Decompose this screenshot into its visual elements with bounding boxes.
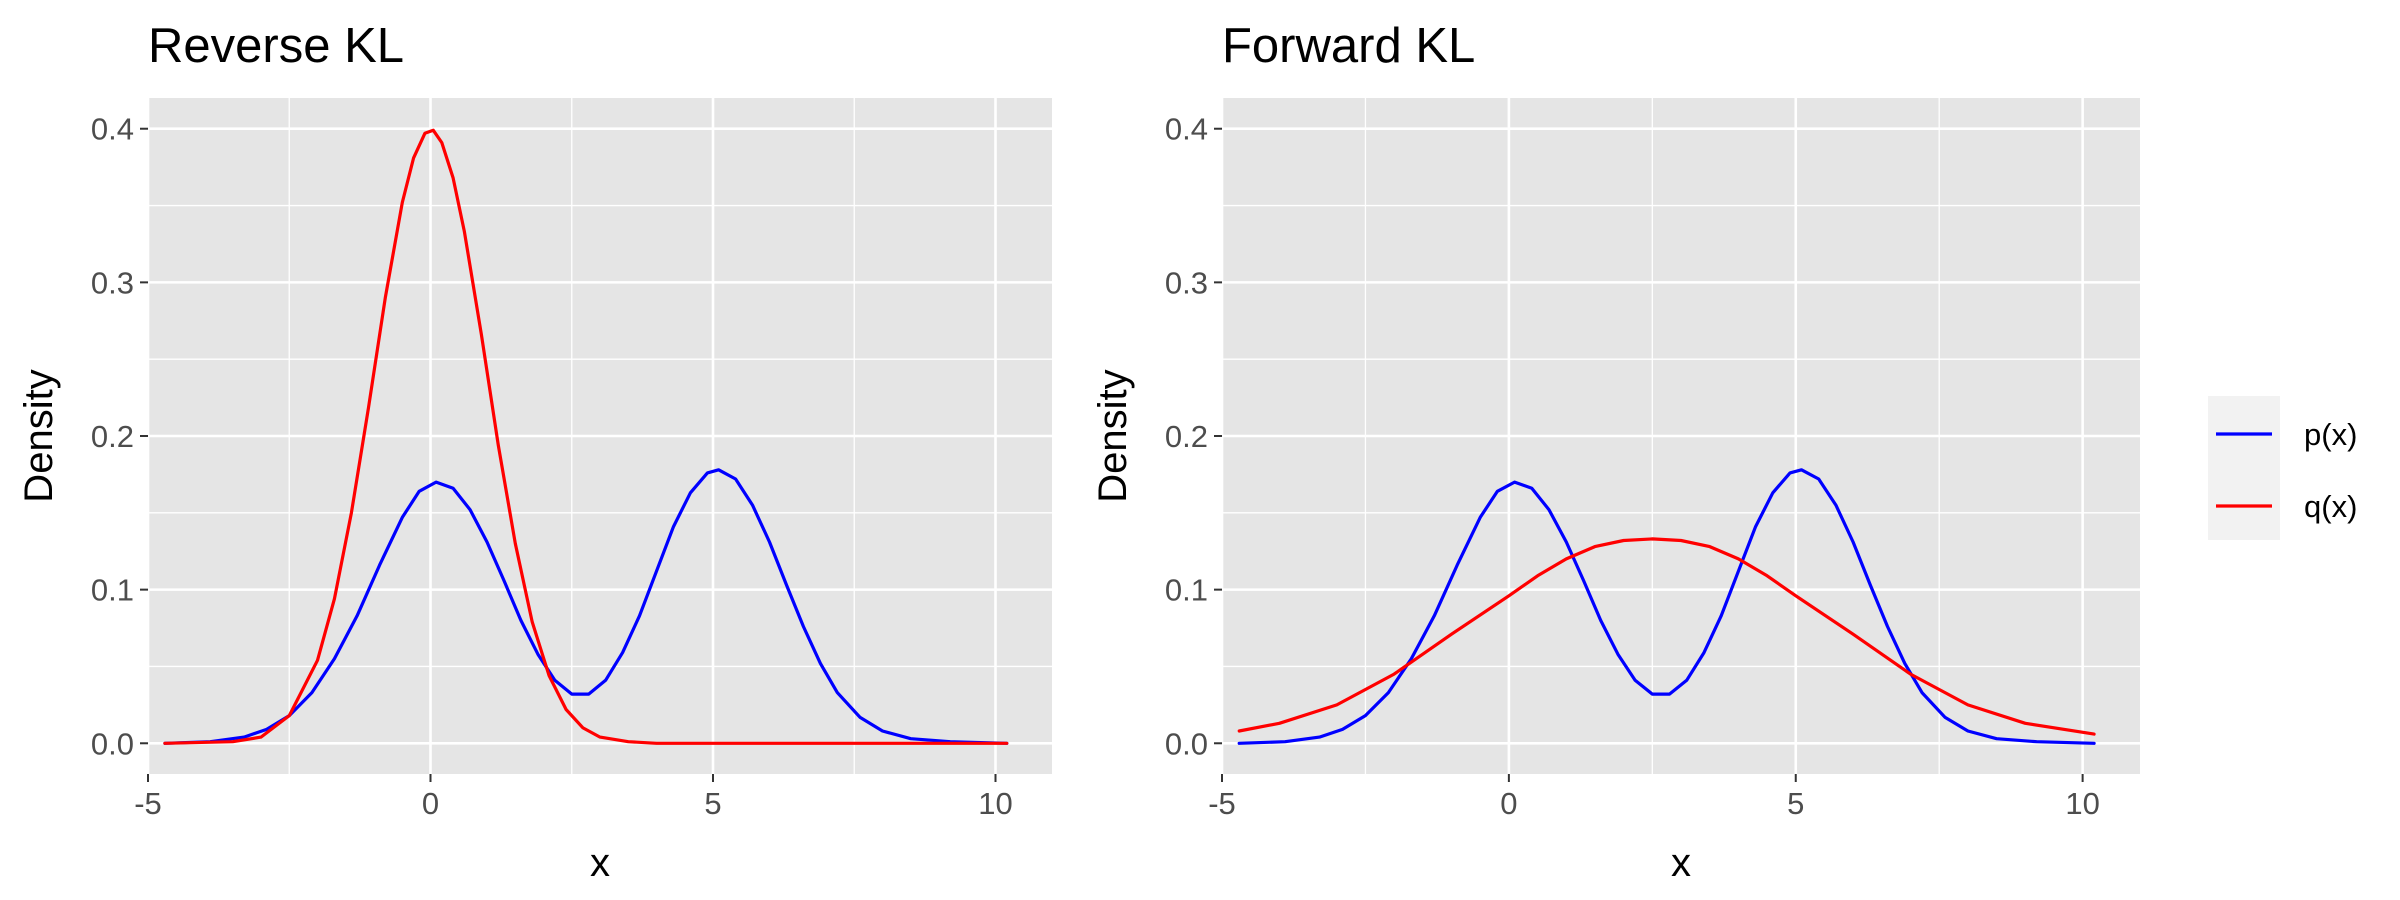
series-line-q-x [1237,537,2096,736]
series-lines [1237,468,2096,745]
x-tick-label: 5 [704,786,721,821]
x-tick-label: 5 [1787,786,1804,821]
y-tick-label: 0.2 [1165,419,1208,454]
y-tick-label: 0.0 [91,726,134,761]
x-tick-label: 10 [978,786,1012,821]
legend-label-p: p(x) [2304,417,2357,452]
panel-title: Forward KL [1222,19,1475,73]
panel-title: Reverse KL [148,19,404,73]
x-tick-label: -5 [134,786,162,821]
legend: p(x) q(x) [2208,396,2357,540]
legend-label-q: q(x) [2304,489,2357,524]
y-tick-label: 0.1 [1165,573,1208,608]
series-lines [163,128,1009,745]
legend-background [2208,396,2280,540]
y-tick-label: 0.3 [1165,265,1208,300]
x-tick-label: -5 [1208,786,1236,821]
y-axis-title: Density [1091,369,1135,502]
axes: -5 0 5 10 0.0 0.1 0.2 0.3 0.4 [1165,112,2100,821]
y-tick-label: 0.4 [1165,112,1208,147]
panel-reverse-kl: Reverse KL -5 0 5 10 0.0 0.1 0.2 0.3 0.4 x Densi… [17,19,1052,885]
x-tick-label: 0 [1500,786,1517,821]
x-axis-title: x [590,841,610,885]
y-tick-label: 0.4 [91,112,134,147]
y-tick-label: 0.1 [91,573,134,608]
series-line-p-x [163,468,1009,745]
y-tick-label: 0.2 [91,419,134,454]
series-line-q-x [163,128,1009,745]
y-tick-label: 0.0 [1165,726,1208,761]
axes: -5 0 5 10 0.0 0.1 0.2 0.3 0.4 [91,112,1013,821]
x-tick-label: 0 [422,786,439,821]
series-line-p-x [1237,468,2096,745]
panel-forward-kl: Forward KL -5 0 5 10 0.0 0.1 0.2 0.3 0.4 x Densi… [1091,19,2140,885]
y-tick-label: 0.3 [91,265,134,300]
gridlines [1220,98,2140,774]
x-axis-title: x [1671,841,1691,885]
x-tick-label: 10 [2065,786,2099,821]
y-axis-title: Density [17,369,61,502]
